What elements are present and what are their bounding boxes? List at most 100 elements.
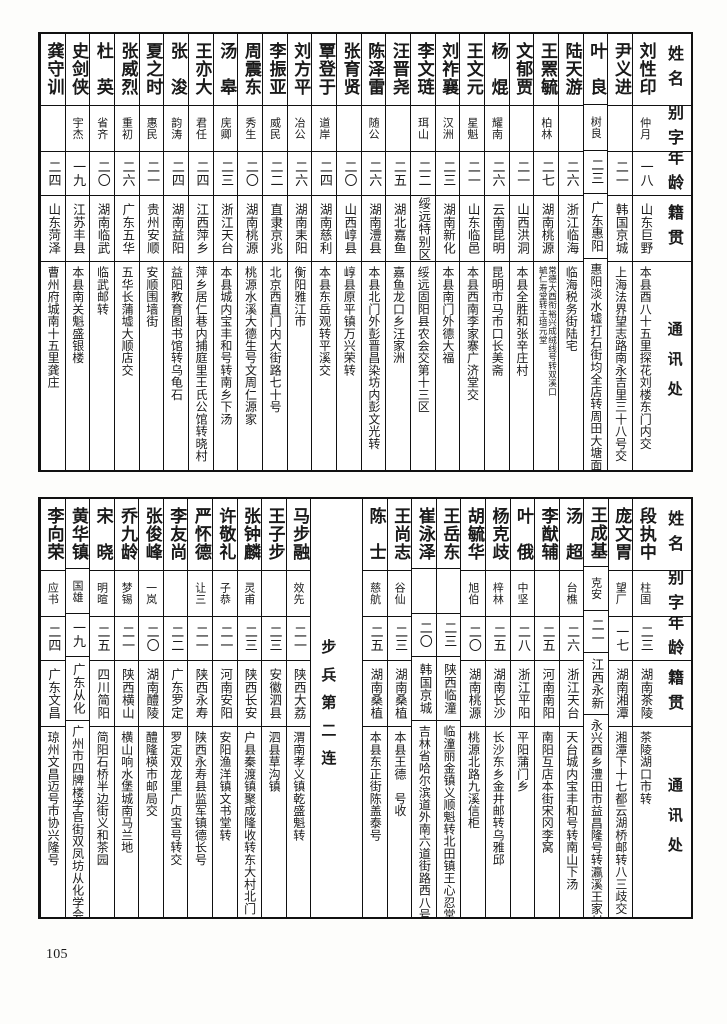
entry-address: 本县王德 号收 (392, 731, 407, 817)
entry-native-place: 贵州安顺 (139, 196, 164, 262)
roster-entry-column: 许敬礼 子恭 二一 河南安阳 安阳渔洋镇文书堂转 (211, 499, 237, 917)
entry-alias: 重初 (115, 106, 139, 152)
entry-address: 嘉鱼龙口乡汪家洲 (391, 266, 406, 364)
entry-age: 二三 (237, 617, 262, 661)
entry-name: 严怀德 (188, 499, 212, 571)
roster-entry-column: 叶 良树良 二三 广东惠阳 惠阳淡水墟打石街均全店转周田大塘面 (582, 34, 608, 470)
roster-entry-column: 李友尚 二二 广东罗定 罗定双龙里广贞宝号转交 (162, 499, 188, 917)
entry-address: 本县城内宝丰和号转南乡下汤 (218, 266, 233, 426)
entry-native-place: 湖南益阳 (164, 196, 189, 262)
entry-name: 杨 焜 (485, 34, 509, 106)
entry-age: 二五 (386, 152, 411, 196)
header-native-place: 籍贯 (656, 196, 691, 262)
entry-native-place: 湖南茶陵 (633, 661, 657, 727)
entry-native-place: 湖南桑植 (387, 661, 412, 727)
entry-address: 吉林省哈尔滨道外南六道街路西八号 (417, 725, 432, 918)
roster-entry-column: 周震东 秀生 二〇 湖南桃源 桃源水溪大德生号文周仁源家 (237, 34, 263, 470)
entry-address: 永兴酉乡澧田市益昌隆号转瀛溪王家村 (589, 719, 604, 917)
entry-address: 本县西南李家寨广济堂交 (465, 266, 480, 401)
roster-entry-column: 胡毓华 旭伯 二〇 湖南桃源 桃源北路九溪信柜 (460, 499, 485, 917)
entry-address: 南阳互店本街宋冈李窝 (540, 731, 555, 854)
entry-native-place: 湖北嘉鱼 (386, 196, 411, 262)
entry-alias: 克安 (584, 567, 608, 611)
roster-entry-column: 张威烈 重初 二六 广东五华 五华长蒲墟大顺店交 (114, 34, 139, 470)
entry-native-place: 陕西大荔 (286, 661, 311, 727)
entry-alias: 君任 (189, 106, 213, 152)
entry-address: 本县全胜和张辛庄村 (514, 266, 529, 377)
entry-address: 安阳渔洋镇文书堂转 (218, 731, 233, 842)
entry-age: 二二 (263, 152, 287, 196)
entry-name: 尹义进 (608, 34, 633, 106)
entry-alias: 子恭 (212, 571, 237, 617)
entry-name: 陈泽雷 (361, 34, 386, 106)
entry-name: 段执中 (633, 499, 657, 571)
entry-name: 李友尚 (163, 499, 188, 571)
entry-alias: 宇杰 (65, 106, 90, 152)
entry-alias: 冶公 (287, 106, 312, 152)
entry-age: 一九 (65, 152, 90, 196)
entry-native-place: 湖南新化 (435, 196, 460, 262)
entry-age: 二三 (435, 152, 460, 196)
entry-address: 常德大酉衔裕兴成绒线号转双溪口 毓仁寿堂转王培元堂 (534, 262, 558, 470)
roster-entry-column: 李向荣 应书 二四 广东文昌 琼州文昌迈号市协兴隆号 (40, 499, 65, 917)
entry-alias: 惠民 (139, 106, 164, 152)
entry-address: 本县南关魁盛银楼 (70, 266, 85, 364)
entry-native-place: 湖南澧县 (361, 196, 386, 262)
entry-native-place: 韩国京城 (608, 196, 633, 262)
roster-entry-column: 汪晋尧 二五 湖北嘉鱼 嘉鱼龙口乡汪家洲 (385, 34, 411, 470)
entry-age: 二一 (188, 617, 212, 661)
entry-native-place: 江西永新 (584, 653, 608, 716)
entry-native-place: 浙江天台 (213, 196, 238, 262)
roster-entry-column: 陈 士慈航 二五 湖南桑植 本县东正街陈盖泰号 (362, 499, 387, 917)
roster-entry-column: 崔泳泽 二〇 韩国京城 吉林省哈尔滨道外南六道街路西八号 (411, 499, 436, 917)
entry-native-place: 湖南桑植 (363, 661, 387, 727)
entry-address: 醴隆楧市邮局交 (144, 731, 159, 817)
group-label-text: 步兵第二连 (319, 638, 338, 778)
roster-entry-column: 乔九龄 梦锡 二一 陕西横山 横山响水堡城南马兰地 (113, 499, 139, 917)
entry-age: 二三 (583, 151, 608, 195)
entry-native-place: 陕西永寿 (188, 661, 212, 727)
entry-address: 天台城内宝丰和号转南山下汤 (564, 731, 579, 891)
entry-native-place: 四川简阳 (90, 661, 114, 727)
roster-entry-column: 严怀德 让三 二一 陕西永寿 陕西永寿县监军镇德长号 (187, 499, 212, 917)
entry-name: 马步融 (286, 499, 311, 571)
entry-native-place: 山东临邑 (460, 196, 485, 262)
address-line: 常德大酉衔裕兴成绒线号转双溪口 (546, 266, 557, 397)
entry-native-place: 浙江平阳 (510, 661, 535, 727)
entry-alias: 秀生 (238, 106, 263, 152)
entry-address: 五华长蒲墟大顺店交 (120, 266, 135, 377)
entry-address: 本县东岳观转平溪交 (317, 266, 332, 377)
entry-age: 二一 (608, 152, 633, 196)
page-number: 105 (46, 947, 68, 962)
entry-address: 户县秦渡镇聚成隆收转东大村北门 (242, 731, 257, 915)
roster-entry-column: 杨 焜耀南 二六 云南昆明 昆明市马市口长美斋 (484, 34, 509, 470)
entry-address: 昆明市马市口长美斋 (490, 266, 505, 377)
entry-address: 渭南孝义镇乾盛魁转 (291, 731, 306, 842)
entry-address: 萍乡居仁巷内捕庭里王氏公馆转晓村 (194, 266, 209, 462)
header-age: 年龄 (656, 152, 691, 196)
entry-alias: 望厂 (608, 571, 633, 617)
entry-alias (262, 571, 286, 617)
entry-name: 王罴毓 (534, 34, 559, 106)
entry-name: 王尚志 (387, 499, 412, 571)
entry-age: 二〇 (412, 614, 436, 657)
entry-age: 二六 (485, 152, 509, 196)
entry-address: 长沙东乡金井邮转乌雅邱 (491, 731, 506, 866)
entry-name: 汤 皋 (213, 34, 238, 106)
entry-age: 二一 (139, 152, 164, 196)
entry-address: 临潼丽金镇义顺魁转北田镇王心忍堂 (441, 725, 456, 918)
entry-native-place: 河南安阳 (212, 661, 237, 727)
entry-name: 张育贤 (337, 34, 361, 106)
roster-entry-column: 陈泽雷 随公 二六 湖南澧县 本县北门外彭晋昌染坊内彭文光转 (360, 34, 386, 470)
entry-alias: 柏林 (534, 106, 559, 152)
entry-age: 二一 (212, 617, 237, 661)
entry-age: 二四 (189, 152, 213, 196)
entry-native-place: 安徽泗县 (262, 661, 286, 727)
entry-age: 二一 (286, 617, 311, 661)
entry-alias: 一岚 (139, 571, 163, 617)
entry-age: 二四 (41, 617, 65, 661)
entry-address: 北京西直门内大街路七十号 (268, 266, 283, 413)
entry-age: 二三 (633, 617, 657, 661)
roster-header-column: 姓名 别字 年龄 籍贯 通讯处 (656, 34, 691, 470)
